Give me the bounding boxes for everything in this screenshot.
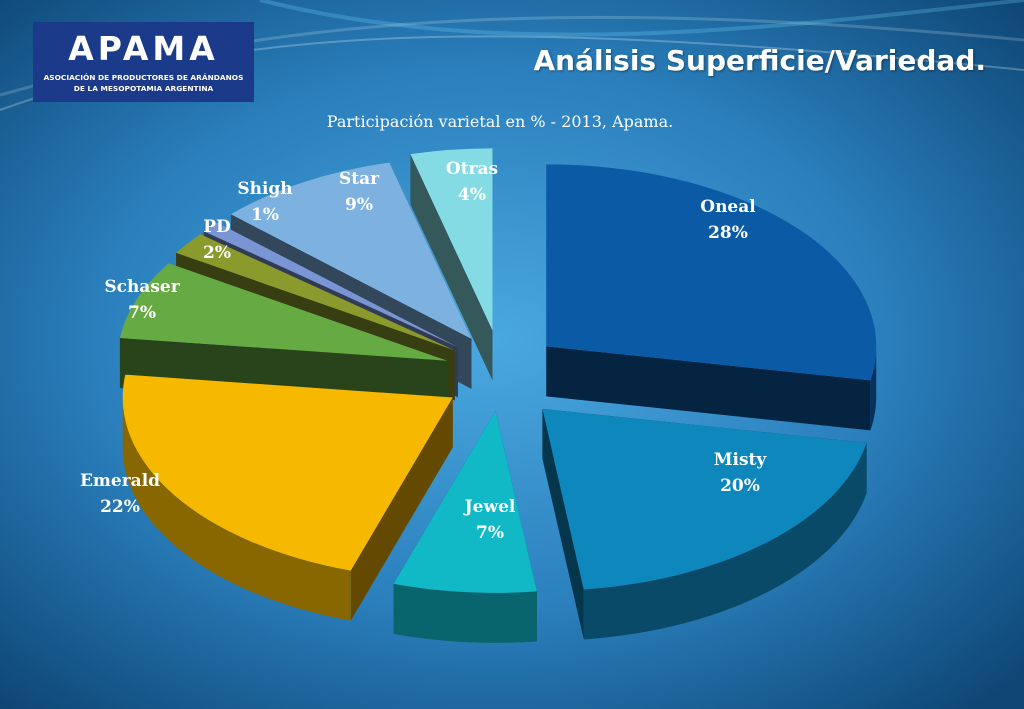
slice-label-schaser: Schaser 7% bbox=[104, 274, 179, 326]
apama-logo: APAMA ASOCIACIÓN DE PRODUCTORES DE ARÁND… bbox=[33, 22, 254, 102]
slice-jewel bbox=[393, 410, 537, 593]
slice-emerald bbox=[122, 374, 453, 571]
slice-tops bbox=[119, 148, 877, 593]
logo-subtitle-line-2: DE LA MESOPOTAMIA ARGENTINA bbox=[73, 84, 214, 93]
slice-label-misty: Misty 20% bbox=[714, 447, 767, 499]
slice-name: Emerald bbox=[79, 471, 161, 491]
slice-label-jewel: Jewel 7% bbox=[465, 494, 516, 546]
slice-value: 1% bbox=[251, 205, 279, 225]
slice-label-emerald: Emerald 22% bbox=[80, 468, 160, 520]
slice-value: 7% bbox=[128, 303, 156, 323]
slice-side-oneal bbox=[546, 346, 877, 431]
slice-name: Otras bbox=[445, 159, 499, 179]
slice-shigh bbox=[203, 222, 458, 348]
decorative-wave bbox=[259, 0, 1024, 37]
slice-name: Jewel bbox=[464, 497, 516, 517]
slice-oneal bbox=[546, 164, 877, 381]
slice-pd bbox=[176, 234, 455, 351]
slice-label-star: Star 9% bbox=[339, 166, 379, 218]
logo-wordmark: APAMA bbox=[68, 29, 219, 68]
page-title: Análisis Superficie/Variedad. bbox=[533, 44, 986, 77]
slice-name: PD bbox=[203, 217, 231, 237]
slice-value: 22% bbox=[100, 497, 140, 517]
slice-name: Star bbox=[338, 169, 380, 189]
slice-value: 9% bbox=[345, 195, 373, 215]
slice-label-shigh: Shigh 1% bbox=[237, 176, 292, 228]
slice-value: 28% bbox=[708, 223, 748, 243]
slice-name: Shigh bbox=[237, 179, 293, 199]
slice-label-otras: Otras 4% bbox=[446, 156, 498, 208]
slice-otras bbox=[410, 148, 493, 331]
slice-value: 4% bbox=[458, 185, 486, 205]
slice-schaser bbox=[119, 263, 448, 361]
slice-value: 20% bbox=[720, 476, 760, 496]
slice-value: 2% bbox=[203, 243, 231, 263]
slice-value: 7% bbox=[476, 523, 504, 543]
slice-side-otras bbox=[410, 154, 493, 381]
slice-name: Schaser bbox=[104, 277, 180, 297]
slice-name: Oneal bbox=[700, 197, 756, 217]
slice-star bbox=[230, 162, 472, 339]
slice-misty bbox=[542, 408, 867, 590]
chart-title: Participación varietal en % - 2013, Apam… bbox=[326, 112, 674, 131]
slice-name: Misty bbox=[713, 450, 767, 470]
slice-label-pd: PD 2% bbox=[203, 214, 231, 266]
logo-subtitle-line-1: ASOCIACIÓN DE PRODUCTORES DE ARÁNDANOS bbox=[43, 73, 244, 82]
slice-label-oneal: Oneal 28% bbox=[700, 194, 755, 246]
